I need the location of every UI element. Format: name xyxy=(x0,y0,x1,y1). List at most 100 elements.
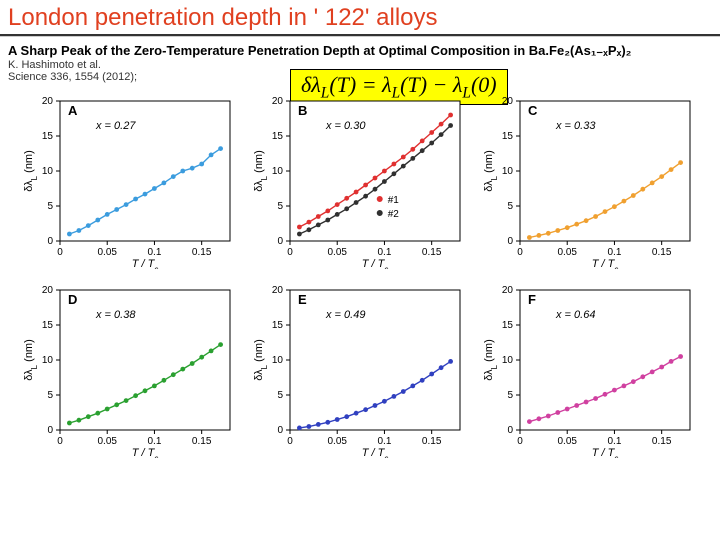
ytick-label: 20 xyxy=(502,285,514,296)
page-title: London penetration depth in ' 122' alloy… xyxy=(8,4,438,31)
ytick-label: 0 xyxy=(277,425,283,436)
legend-marker xyxy=(377,210,383,216)
series-marker-0 xyxy=(335,202,340,207)
series-marker-0 xyxy=(373,403,378,408)
series-marker-0 xyxy=(354,411,359,416)
series-marker-0 xyxy=(420,378,425,383)
chart-panel-F: 0510152000.050.10.15δλL (nm)T / TcFx = 0… xyxy=(480,284,700,463)
ytick-label: 20 xyxy=(42,285,54,296)
ytick-label: 10 xyxy=(42,355,54,366)
chart-svg-C: 0510152000.050.10.15δλL (nm)T / TcCx = 0… xyxy=(480,95,696,269)
series-marker-0 xyxy=(650,181,655,186)
ytick-label: 10 xyxy=(272,355,284,366)
series-marker-0 xyxy=(401,155,406,160)
y-axis-label: δλL (nm) xyxy=(253,150,269,192)
series-marker-1 xyxy=(439,132,444,137)
series-marker-1 xyxy=(420,148,425,153)
xtick-label: 0 xyxy=(287,436,293,447)
chart-svg-B: 0510152000.050.10.15δλL (nm)T / TcBx = 0… xyxy=(250,95,466,269)
xtick-label: 0 xyxy=(517,247,523,258)
series-marker-1 xyxy=(382,179,387,184)
ytick-label: 0 xyxy=(277,236,283,247)
legend-marker xyxy=(377,196,383,202)
series-marker-0 xyxy=(565,225,570,230)
series-marker-0 xyxy=(382,169,387,174)
plot-frame xyxy=(520,101,690,241)
panel-annotation: x = 0.27 xyxy=(95,120,136,132)
series-marker-0 xyxy=(209,153,214,158)
xtick-label: 0.15 xyxy=(192,436,212,447)
x-axis-label: T / Tc xyxy=(592,258,619,269)
ytick-label: 20 xyxy=(42,96,54,107)
plot-frame xyxy=(520,290,690,430)
series-marker-0 xyxy=(67,421,72,426)
series-marker-0 xyxy=(105,212,110,217)
ytick-label: 0 xyxy=(47,425,53,436)
series-marker-0 xyxy=(218,342,223,347)
series-marker-0 xyxy=(439,122,444,127)
xtick-label: 0.15 xyxy=(652,436,672,447)
header-line1: A Sharp Peak of the Zero-Temperature Pen… xyxy=(8,43,712,59)
xtick-label: 0.05 xyxy=(557,247,577,258)
x-axis-label: T / Tc xyxy=(592,447,619,458)
series-marker-0 xyxy=(659,174,664,179)
series-marker-0 xyxy=(297,426,302,431)
plot-frame xyxy=(60,290,230,430)
ytick-label: 5 xyxy=(277,201,283,212)
series-marker-0 xyxy=(133,197,138,202)
chart-panel-C: 0510152000.050.10.15δλL (nm)T / TcCx = 0… xyxy=(480,95,700,274)
series-marker-0 xyxy=(209,349,214,354)
xtick-label: 0.05 xyxy=(97,436,117,447)
series-marker-0 xyxy=(152,186,157,191)
xtick-label: 0.1 xyxy=(607,247,621,258)
y-axis-label: δλL (nm) xyxy=(253,339,269,381)
panel-annotation: x = 0.33 xyxy=(555,120,596,132)
series-marker-0 xyxy=(401,389,406,394)
series-marker-0 xyxy=(555,228,560,233)
series-marker-0 xyxy=(678,354,683,359)
ytick-label: 15 xyxy=(272,131,284,142)
series-marker-0 xyxy=(659,365,664,370)
series-marker-0 xyxy=(593,214,598,219)
series-marker-0 xyxy=(373,176,378,181)
chart-svg-A: 0510152000.050.10.15δλL (nm)T / TcAx = 0… xyxy=(20,95,236,269)
series-marker-1 xyxy=(344,206,349,211)
legend-label: #2 xyxy=(388,209,400,220)
ytick-label: 10 xyxy=(502,166,514,177)
formula-text: δλL(T) = λL(T) − λL(0) xyxy=(301,72,497,97)
xtick-label: 0.05 xyxy=(327,436,347,447)
x-axis-label: T / Tc xyxy=(132,447,159,458)
series-marker-0 xyxy=(114,402,119,407)
series-marker-0 xyxy=(382,399,387,404)
series-marker-0 xyxy=(537,233,542,238)
series-marker-0 xyxy=(325,420,330,425)
chart-panel-A: 0510152000.050.10.15δλL (nm)T / TcAx = 0… xyxy=(20,95,240,274)
panel-id-label: B xyxy=(298,103,307,118)
series-marker-0 xyxy=(420,139,425,144)
series-marker-1 xyxy=(401,164,406,169)
panel-id-label: D xyxy=(68,292,77,307)
series-marker-0 xyxy=(527,235,532,240)
ytick-label: 20 xyxy=(272,285,284,296)
series-marker-0 xyxy=(584,218,589,223)
series-marker-0 xyxy=(171,372,176,377)
series-marker-0 xyxy=(448,113,453,118)
series-marker-0 xyxy=(180,367,185,372)
panel-id-label: F xyxy=(528,292,536,307)
chart-svg-E: 0510152000.050.10.15δλL (nm)T / TcEx = 0… xyxy=(250,284,466,458)
series-marker-0 xyxy=(439,365,444,370)
ytick-label: 0 xyxy=(47,236,53,247)
series-marker-0 xyxy=(363,407,368,412)
xtick-label: 0.15 xyxy=(652,247,672,258)
series-marker-0 xyxy=(133,393,138,398)
series-marker-1 xyxy=(335,212,340,217)
series-marker-1 xyxy=(448,123,453,128)
y-axis-label: δλL (nm) xyxy=(23,339,39,381)
series-marker-0 xyxy=(344,414,349,419)
charts-grid: 0510152000.050.10.15δλL (nm)T / TcAx = 0… xyxy=(20,95,700,463)
panel-annotation: x = 0.49 xyxy=(325,309,365,321)
ytick-label: 5 xyxy=(47,201,53,212)
header-block: A Sharp Peak of the Zero-Temperature Pen… xyxy=(0,37,720,87)
series-marker-0 xyxy=(77,418,82,423)
ytick-label: 0 xyxy=(507,425,513,436)
